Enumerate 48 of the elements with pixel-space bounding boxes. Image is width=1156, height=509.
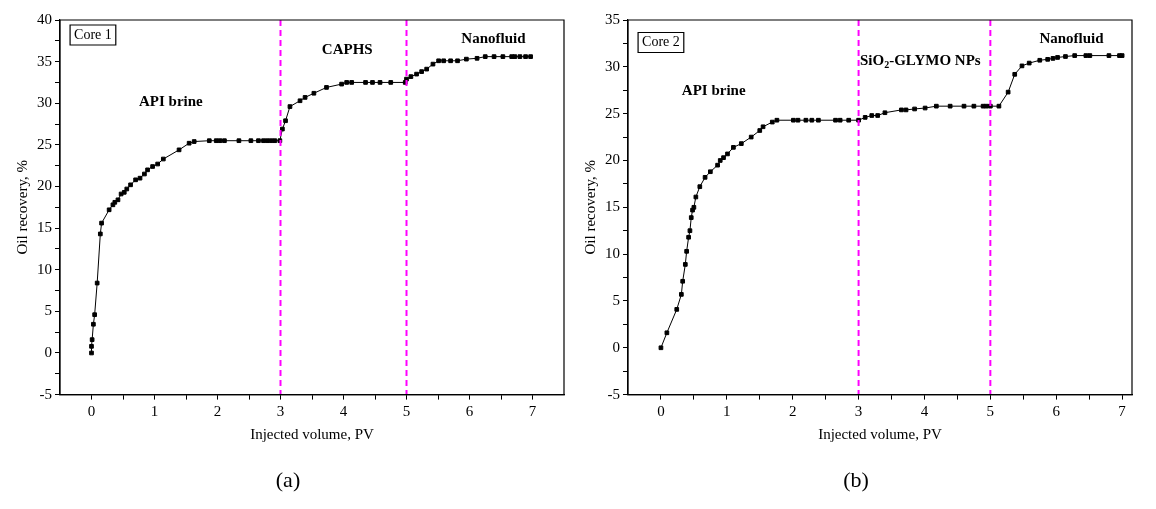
x-tick-label: 0: [657, 402, 665, 419]
y-tick-label: 35: [37, 52, 52, 69]
y-tick-label: 35: [605, 10, 620, 27]
y-tick-label: 10: [605, 245, 620, 262]
y-tick-label: 5: [44, 302, 52, 319]
y-tick-label: 0: [612, 338, 620, 355]
x-tick-label: 5: [402, 402, 411, 419]
y-tick-label: 0: [44, 343, 52, 360]
x-tick-label: 3: [854, 402, 863, 419]
x-tick-label: 0: [87, 402, 96, 419]
y-tick-label: 20: [605, 151, 620, 168]
x-axis-title: Injected volume, PV: [818, 425, 943, 442]
annotation: Core 2: [642, 34, 680, 50]
annotation: Nanofluid: [1039, 29, 1105, 46]
x-tick-label: 4: [920, 402, 929, 419]
x-tick-label: 3: [276, 402, 285, 419]
text: (b): [843, 466, 869, 492]
x-tick-label: 2: [788, 402, 797, 419]
y-tick-label: 25: [605, 104, 620, 121]
annotation: Core 1: [74, 26, 112, 42]
y-axis-title: Oil recovery, %: [581, 160, 598, 255]
x-tick-label: 1: [150, 402, 159, 419]
x-tick-label: 4: [339, 402, 348, 419]
annotation: CAPHS: [321, 40, 373, 57]
y-tick-label: -5: [39, 385, 52, 402]
y-tick-label: 5: [612, 291, 620, 308]
y-tick-label: 10: [37, 260, 52, 277]
y-tick-label: 30: [37, 94, 52, 111]
x-tick-label: 6: [1052, 402, 1061, 419]
y-tick-label: 15: [37, 219, 52, 236]
y-tick-label: 30: [605, 57, 620, 74]
annotation: API brine: [681, 82, 746, 99]
annotation: Nanofluid: [461, 29, 527, 46]
y-tick-label: 15: [605, 198, 620, 215]
x-tick-label: 2: [213, 402, 222, 419]
x-axis-title: Injected volume, PV: [250, 425, 375, 442]
y-tick-label: -5: [607, 385, 620, 402]
x-tick-label: 7: [1118, 402, 1127, 419]
y-tick-label: 25: [37, 135, 52, 152]
x-tick-label: 6: [465, 402, 474, 419]
y-tick-label: 20: [37, 177, 52, 194]
x-tick-label: 7: [528, 402, 537, 419]
y-axis-title: Oil recovery, %: [13, 160, 30, 255]
annotation: API brine: [139, 93, 204, 110]
x-tick-label: 5: [986, 402, 995, 419]
text: (a): [275, 466, 301, 492]
y-tick-label: 40: [37, 10, 52, 27]
x-tick-label: 1: [723, 402, 731, 419]
